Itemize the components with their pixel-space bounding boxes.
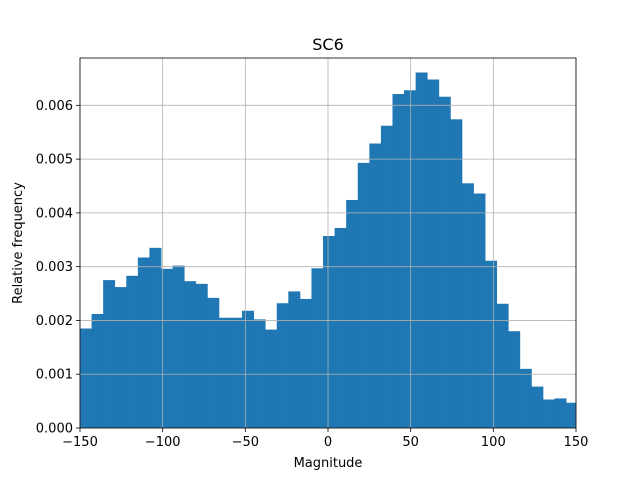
histogram-bar xyxy=(114,287,127,428)
histogram-bar xyxy=(346,199,359,428)
histogram-bar xyxy=(80,328,92,428)
y-tick-label: 0.000 xyxy=(36,422,73,437)
histogram-bar xyxy=(485,260,498,428)
histogram-bar xyxy=(508,331,521,428)
y-tick-label: 0.006 xyxy=(36,99,73,114)
histogram-bar xyxy=(427,79,440,428)
histogram-bar xyxy=(288,291,301,428)
histogram-bar xyxy=(253,319,266,428)
x-tick-label: −150 xyxy=(62,435,98,450)
histogram-bar xyxy=(415,72,428,428)
histogram-bar xyxy=(380,125,393,428)
histogram-bar xyxy=(172,265,185,428)
histogram-bar xyxy=(137,257,150,428)
histogram-bar xyxy=(323,236,336,428)
y-tick-label: 0.002 xyxy=(36,314,73,329)
histogram-bar xyxy=(242,310,254,428)
x-tick-label: 50 xyxy=(402,435,419,450)
x-tick-label: −100 xyxy=(145,435,181,450)
histogram-bar xyxy=(531,386,544,428)
histogram-bar xyxy=(554,398,567,428)
histogram-bar xyxy=(184,281,197,428)
histogram-bar xyxy=(276,303,289,428)
histogram-bar xyxy=(91,313,104,428)
y-tick-label: 0.001 xyxy=(36,368,73,383)
histogram-bar xyxy=(461,183,474,428)
y-tick-label: 0.003 xyxy=(36,260,73,275)
histogram-bar xyxy=(496,303,509,428)
x-tick-label: 0 xyxy=(324,435,332,450)
histogram-bar xyxy=(265,329,278,428)
histogram-bar xyxy=(149,247,162,428)
histogram-bar xyxy=(126,275,139,428)
y-tick-label: 0.004 xyxy=(36,206,73,221)
histogram-bar xyxy=(450,119,463,428)
x-axis-title: Magnitude xyxy=(294,456,363,471)
histogram-bar xyxy=(334,227,347,428)
x-tick-label: 100 xyxy=(481,435,506,450)
histogram-bar xyxy=(207,297,220,428)
histogram-bar xyxy=(369,143,382,428)
y-axis-ticks: 0.000 0.001 0.002 0.003 0.004 0.005 0.006 xyxy=(36,99,80,437)
x-tick-label: 150 xyxy=(564,435,589,450)
x-tick-label: −50 xyxy=(232,435,259,450)
histogram-bar xyxy=(404,90,417,428)
histogram-bar xyxy=(392,94,405,428)
grid-group xyxy=(79,58,577,429)
histogram-bar xyxy=(195,283,208,428)
histogram-bar xyxy=(438,96,451,428)
histogram-bar xyxy=(103,280,116,428)
histogram-bar xyxy=(519,368,532,428)
histogram-bar xyxy=(299,298,312,428)
y-tick-label: 0.005 xyxy=(36,153,73,168)
histogram-bar xyxy=(311,268,324,428)
histogram-bar xyxy=(542,399,555,428)
chart-title: SC6 xyxy=(312,35,344,54)
histogram-bar xyxy=(566,402,577,428)
bars-group xyxy=(80,72,577,428)
histogram-bar xyxy=(357,162,370,428)
histogram-bar xyxy=(218,317,231,428)
histogram-bar xyxy=(473,193,486,428)
histogram-bar xyxy=(230,317,243,428)
x-axis-ticks: −150 −100 −50 0 50 100 150 xyxy=(62,428,588,450)
histogram-bar xyxy=(161,268,173,428)
y-axis-title: Relative frequency xyxy=(11,182,26,304)
